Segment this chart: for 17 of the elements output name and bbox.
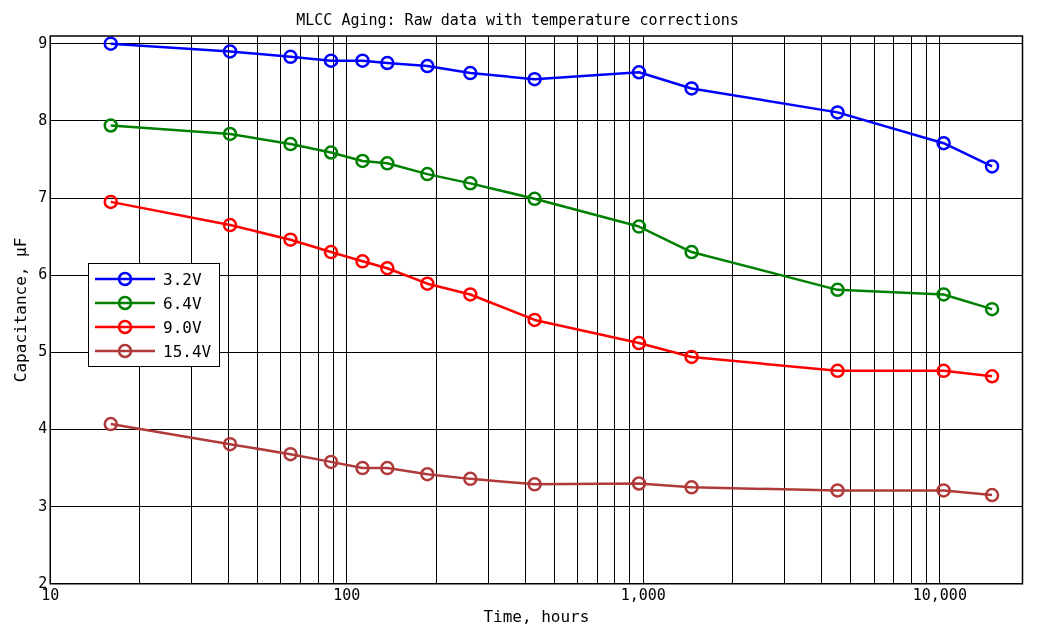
chart-title: MLCC Aging: Raw data with temperature corrections bbox=[296, 10, 739, 29]
legend-label: 3.2V bbox=[163, 269, 202, 289]
y-tick-label: 8 bbox=[38, 110, 48, 129]
x-tick-label: 100 bbox=[333, 585, 361, 604]
y-tick-label: 3 bbox=[38, 496, 48, 515]
y-tick-label: 5 bbox=[38, 342, 48, 361]
x-tick-label: 1,000 bbox=[620, 585, 666, 604]
y-tick-label: 4 bbox=[38, 419, 48, 438]
legend-label: 15.4V bbox=[163, 341, 212, 361]
y-axis-title: Capacitance, µF bbox=[10, 237, 30, 383]
x-tick-label: 10,000 bbox=[912, 585, 967, 604]
y-tick-label: 9 bbox=[38, 33, 48, 52]
y-tick-label: 7 bbox=[38, 187, 48, 206]
legend-label: 6.4V bbox=[163, 293, 202, 313]
y-tick-label: 6 bbox=[38, 265, 48, 284]
legend-label: 9.0V bbox=[163, 317, 202, 337]
x-axis-title: Time, hours bbox=[483, 606, 590, 626]
